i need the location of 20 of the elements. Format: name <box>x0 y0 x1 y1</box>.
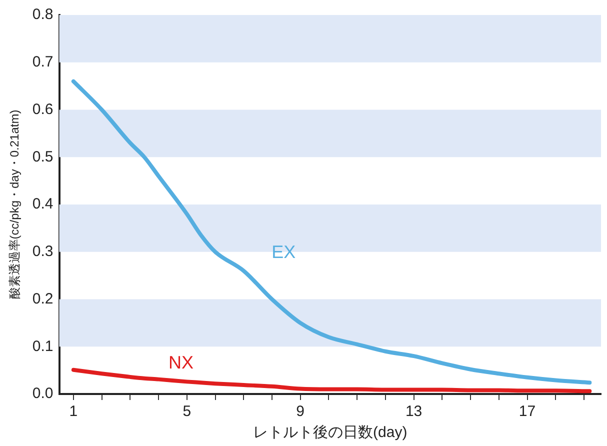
y-axis-title: 酸素透過率(cc/pkg・day・0.21atm) <box>8 110 22 300</box>
x-tick-label: 17 <box>518 403 536 420</box>
line-series <box>71 368 592 394</box>
y-tick-label: 0.0 <box>32 385 54 402</box>
y-tick-label: 0.8 <box>32 6 54 24</box>
y-tick-label: 0.1 <box>32 338 54 355</box>
y-tick-label: 0.4 <box>32 196 54 213</box>
x-tick-label: 1 <box>69 403 78 420</box>
series-label: NX <box>168 352 194 372</box>
y-tick-label: 0.2 <box>32 290 54 308</box>
x-tick-label: 5 <box>182 403 192 420</box>
y-tick-label: 0.5 <box>32 148 54 166</box>
y-tick-label: 0.7 <box>32 54 54 71</box>
x-tick-label: 9 <box>296 403 305 420</box>
y-tick-label: 0.6 <box>32 100 54 118</box>
y-tick-label: 0.3 <box>32 243 54 260</box>
series-label: EX <box>272 242 296 262</box>
x-tick-label: 13 <box>405 403 422 420</box>
line-series <box>71 79 592 385</box>
x-axis-title: レトルト後の日数(day) <box>253 424 408 442</box>
